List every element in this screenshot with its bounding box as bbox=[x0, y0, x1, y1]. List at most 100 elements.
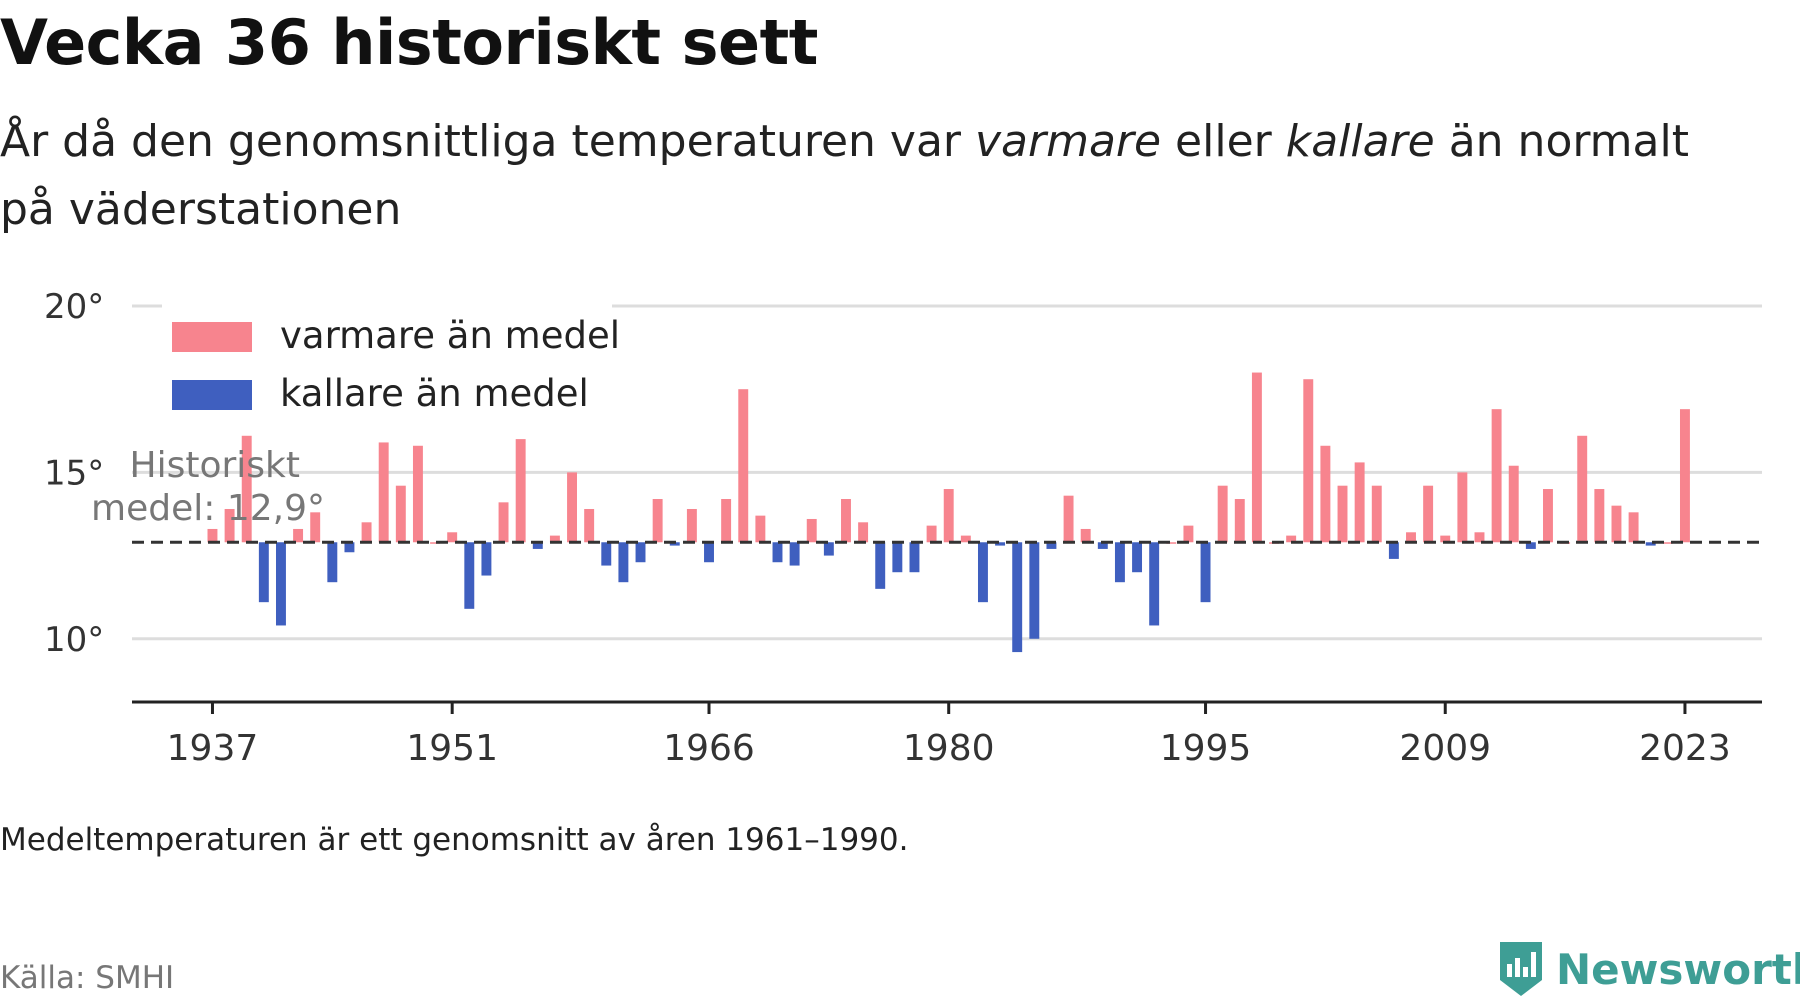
bar-1955 bbox=[515, 439, 526, 543]
bar-1964 bbox=[669, 542, 680, 546]
bar-1995 bbox=[1200, 542, 1211, 603]
bar-1980 bbox=[943, 489, 954, 543]
bar-1992 bbox=[1149, 542, 1160, 626]
subtitle-part3: än normalt på väderstationen bbox=[0, 116, 1689, 235]
bar-1970 bbox=[772, 542, 783, 563]
bar-1959 bbox=[584, 508, 595, 543]
bar-1952 bbox=[464, 542, 475, 609]
bar-1963 bbox=[652, 499, 663, 543]
bar-1994 bbox=[1183, 525, 1194, 543]
bar-1988 bbox=[1080, 528, 1091, 543]
bar-1974 bbox=[841, 499, 851, 543]
bar-1940 bbox=[258, 542, 269, 603]
bar-1977 bbox=[892, 542, 903, 573]
bar-1948 bbox=[395, 485, 406, 543]
baseline-label-line2: medel: 12,9° bbox=[91, 488, 325, 529]
bar-2014 bbox=[1525, 542, 1536, 549]
bar-2009 bbox=[1440, 535, 1451, 543]
x-tick-label: 2009 bbox=[1399, 728, 1491, 769]
bar-1954 bbox=[498, 502, 509, 543]
bar-1986 bbox=[1046, 542, 1057, 549]
axis-layer: 10° 15° 20° 1937 1951 1966 1980 1995 2009 2023 bbox=[44, 287, 1762, 769]
bar-1944 bbox=[327, 542, 338, 583]
bar-1993 bbox=[1166, 542, 1177, 544]
subtitle-cold-word: kallare bbox=[1285, 116, 1435, 167]
bar-1981 bbox=[960, 535, 971, 543]
bar-1985 bbox=[1029, 542, 1040, 639]
bar-1943 bbox=[310, 512, 321, 543]
bar-2004 bbox=[1354, 462, 1365, 543]
bar-1947 bbox=[378, 442, 389, 543]
x-tick-label: 1980 bbox=[903, 728, 995, 769]
bar-1991 bbox=[1132, 542, 1143, 573]
bar-1965 bbox=[686, 508, 697, 543]
bar-2019 bbox=[1611, 505, 1622, 543]
x-tick-label: 1995 bbox=[1160, 728, 1252, 769]
bar-2001 bbox=[1303, 379, 1314, 543]
brand: Newsworthy bbox=[1496, 940, 1800, 998]
bar-1945 bbox=[344, 542, 355, 553]
x-tick-label: 2023 bbox=[1639, 728, 1731, 769]
bar-1946 bbox=[361, 522, 372, 543]
bar-1990 bbox=[1114, 542, 1125, 583]
subtitle-part2: eller bbox=[1161, 116, 1286, 167]
x-tick-label: 1966 bbox=[663, 728, 755, 769]
bar-2013 bbox=[1508, 465, 1519, 543]
bar-1989 bbox=[1097, 542, 1108, 549]
bar-1951 bbox=[447, 532, 458, 543]
bar-1939 bbox=[241, 435, 252, 543]
y-tick-label: 15° bbox=[44, 453, 104, 493]
bar-2022 bbox=[1662, 542, 1673, 544]
newsworthy-logo-icon bbox=[1500, 942, 1542, 996]
bar-1983 bbox=[995, 542, 1006, 546]
baseline-label: Historiskt medel: 12,9° bbox=[91, 445, 325, 529]
bar-2020 bbox=[1628, 512, 1639, 543]
legend: varmare än medel kallare än medel bbox=[162, 304, 620, 430]
bar-1958 bbox=[567, 472, 577, 543]
bar-1996 bbox=[1217, 485, 1228, 543]
x-tick-label: 1937 bbox=[167, 728, 259, 769]
baseline-label-line1: Historiskt bbox=[130, 445, 301, 486]
bar-2021 bbox=[1645, 542, 1656, 546]
bar-1998 bbox=[1251, 372, 1262, 543]
bar-1972 bbox=[806, 518, 817, 543]
bar-1961 bbox=[618, 542, 629, 583]
legend-warm-label: varmare än medel bbox=[280, 314, 620, 357]
subtitle-part1: År då den genomsnittliga temperaturen va… bbox=[0, 116, 975, 167]
bar-1950 bbox=[430, 542, 441, 544]
bar-2010 bbox=[1457, 472, 1468, 543]
bar-1953 bbox=[481, 542, 492, 576]
bar-2015 bbox=[1543, 489, 1553, 543]
bar-2003 bbox=[1337, 485, 1348, 543]
subtitle-warm-word: varmare bbox=[974, 116, 1162, 167]
bar-1969 bbox=[755, 515, 766, 543]
bar-1987 bbox=[1063, 495, 1074, 543]
x-tick-label: 1951 bbox=[406, 728, 498, 769]
chart-title: Vecka 36 historiskt sett bbox=[0, 6, 818, 79]
legend-cold-swatch bbox=[172, 380, 252, 410]
bar-2007 bbox=[1406, 532, 1416, 543]
bar-2011 bbox=[1474, 532, 1485, 543]
bar-2008 bbox=[1423, 485, 1434, 543]
bar-1967 bbox=[721, 499, 732, 543]
legend-cold-label: kallare än medel bbox=[280, 372, 589, 415]
bar-1942 bbox=[293, 528, 304, 543]
source-text: Källa: SMHI bbox=[0, 960, 175, 996]
bar-1949 bbox=[412, 445, 423, 543]
footnote: Medeltemperaturen är ett genomsnitt av å… bbox=[0, 822, 909, 858]
bar-1976 bbox=[875, 542, 886, 589]
bar-1956 bbox=[532, 542, 543, 549]
bar-1966 bbox=[704, 542, 714, 563]
bar-1941 bbox=[275, 542, 286, 626]
bar-1968 bbox=[738, 389, 749, 543]
bar-1960 bbox=[601, 542, 612, 566]
bars-layer bbox=[207, 372, 1690, 653]
legend-warm-swatch bbox=[172, 322, 252, 352]
bar-1971 bbox=[789, 542, 800, 566]
bar-1979 bbox=[926, 525, 937, 543]
bar-2018 bbox=[1594, 489, 1605, 543]
bar-2012 bbox=[1491, 409, 1502, 543]
brand-name: Newsworthy bbox=[1556, 944, 1800, 994]
bar-1978 bbox=[909, 542, 920, 573]
bar-2000 bbox=[1286, 535, 1297, 543]
